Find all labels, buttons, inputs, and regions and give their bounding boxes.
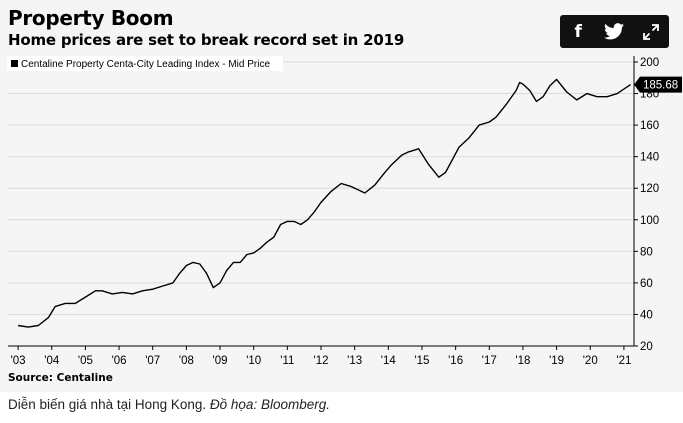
- x-tick-label: '13: [347, 355, 362, 367]
- twitter-icon[interactable]: [599, 17, 629, 47]
- caption-text: Diễn biến giá nhà tại Hong Kong.: [8, 397, 210, 412]
- x-tick-label: '03: [11, 355, 26, 367]
- y-tick-label: 160: [640, 120, 659, 132]
- chart-subtitle: Home prices are set to break record set …: [8, 31, 405, 49]
- gridlines: [8, 61, 634, 347]
- x-tick-label: '12: [314, 355, 329, 367]
- x-tick-label: '19: [549, 355, 564, 367]
- x-tick-label: '10: [246, 355, 261, 367]
- last-value-badge: 185.68: [634, 76, 682, 93]
- x-tick-label: '18: [515, 355, 530, 367]
- x-axis-ticks: '03 '04 '05 '06 '07 '08 '09 '10 '11 '12 '13 '14 '15 '…: [8, 345, 634, 367]
- last-value-badge-shape: [634, 76, 682, 93]
- y-tick-label: 40: [640, 309, 653, 321]
- y-tick-label: 140: [640, 152, 659, 164]
- caption-credit: Đồ họa: Bloomberg.: [209, 397, 330, 412]
- x-tick-label: '06: [112, 355, 127, 367]
- expand-icon[interactable]: [636, 17, 666, 47]
- twitter-bird-icon: [604, 23, 625, 40]
- x-tick-label: '20: [583, 355, 598, 367]
- last-value-label: 185.68: [643, 80, 678, 92]
- y-tick-label: 200: [640, 57, 659, 69]
- x-tick-label: '09: [213, 355, 228, 367]
- share-toolbar: f: [560, 15, 669, 48]
- x-tick-label: '04: [44, 355, 60, 367]
- image-caption: Diễn biến giá nhà tại Hong Kong. Đồ họa:…: [8, 397, 330, 412]
- expand-arrows-icon: [642, 23, 659, 40]
- x-tick-label: '11: [280, 355, 294, 367]
- legend-label: Centaline Property Centa-City Leading In…: [21, 59, 270, 70]
- series-layer: [17, 78, 631, 328]
- facebook-icon[interactable]: f: [574, 21, 582, 42]
- legend-swatch: [11, 60, 18, 67]
- x-tick-label: '16: [448, 355, 463, 367]
- series-line: [17, 78, 631, 328]
- x-tick-label: '14: [381, 355, 397, 367]
- line-chart: '03 '04 '05 '06 '07 '08 '09 '10 '11 '12 '13 '14 '15 '…: [7, 56, 682, 367]
- chart-title: Property Boom: [8, 6, 174, 30]
- x-tick-label: '05: [78, 355, 93, 367]
- x-tick-label: '21: [616, 355, 631, 367]
- y-tick-label: 120: [640, 183, 659, 195]
- y-tick-label: 20: [640, 341, 653, 353]
- y-tick-label: 100: [640, 215, 659, 227]
- y-tick-label: 60: [640, 278, 653, 290]
- x-tick-label: '17: [482, 355, 497, 367]
- x-tick-label: '07: [145, 355, 160, 367]
- legend: Centaline Property Centa-City Leading In…: [7, 56, 283, 71]
- x-tick-label: '08: [179, 355, 194, 367]
- x-tick-label: '15: [414, 355, 429, 367]
- legend-box: [7, 56, 283, 71]
- y-tick-label: 80: [640, 246, 653, 258]
- source-note: Source: Centaline: [8, 372, 113, 384]
- chart-card: Property Boom Home prices are set to bre…: [7, 6, 682, 384]
